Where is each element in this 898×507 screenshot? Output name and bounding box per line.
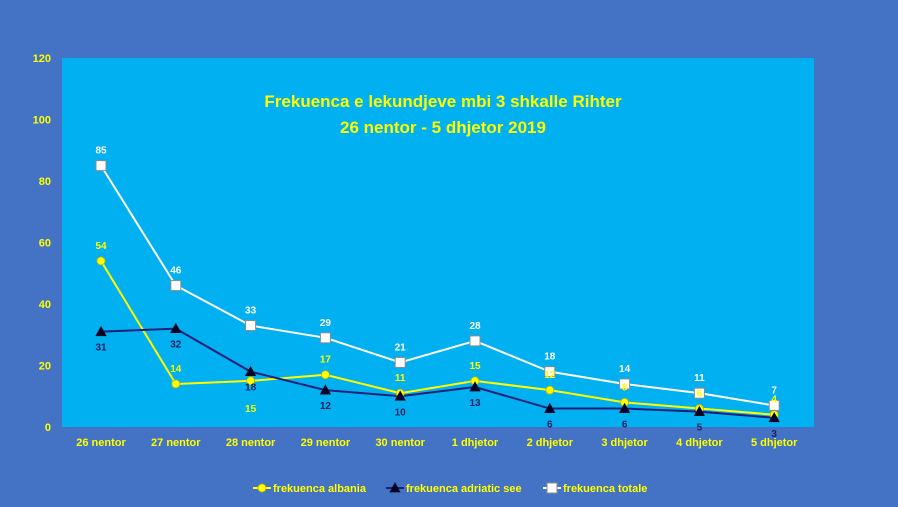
x-tick-label: 26 nentor bbox=[76, 437, 126, 449]
legend: frekuenca albania frekuenca adriatic see f… bbox=[253, 482, 647, 495]
data-point bbox=[319, 332, 331, 344]
data-label: 13 bbox=[469, 398, 481, 409]
x-tick-label: 1 dhjetor bbox=[452, 437, 499, 449]
data-label: 54 bbox=[95, 241, 107, 252]
data-label: 6 bbox=[697, 389, 703, 400]
data-label: 4 bbox=[771, 395, 777, 406]
chart-title-line2: 26 nentor - 5 dhjetor 2019 bbox=[340, 118, 546, 137]
y-tick-label: 60 bbox=[39, 238, 51, 250]
data-point bbox=[320, 370, 330, 380]
legend-marker bbox=[257, 483, 267, 493]
data-label: 12 bbox=[544, 370, 556, 381]
y-tick-label: 100 bbox=[33, 115, 51, 127]
data-label: 7 bbox=[771, 385, 777, 396]
legend-label: frekuenca adriatic see bbox=[406, 483, 522, 495]
data-point bbox=[95, 325, 107, 337]
series-markers bbox=[95, 160, 780, 423]
data-label: 17 bbox=[320, 355, 332, 366]
x-tick-label: 2 dhjetor bbox=[527, 437, 574, 449]
data-label: 6 bbox=[547, 420, 553, 431]
data-point bbox=[394, 356, 406, 368]
x-axis: 26 nentor 27 nentor 28 nentor 29 nentor 30 n… bbox=[76, 437, 798, 449]
x-tick-label: 29 nentor bbox=[301, 437, 351, 449]
x-tick-label: 4 dhjetor bbox=[676, 437, 723, 449]
legend-label: frekuenca albania bbox=[273, 483, 367, 495]
data-label: 15 bbox=[245, 404, 257, 415]
data-point bbox=[693, 405, 706, 417]
x-tick-label: 5 dhjetor bbox=[751, 437, 798, 449]
data-labels: 54 14 15 17 11 15 12 8 6 4 31 32 18 12 10 13 6 6 5 3 85 46 33 2… bbox=[95, 146, 777, 440]
data-point bbox=[544, 402, 556, 413]
data-point bbox=[95, 160, 107, 172]
x-tick-label: 3 dhjetor bbox=[601, 437, 648, 449]
y-tick-label: 80 bbox=[39, 176, 51, 188]
chart-title-line1: Frekuenca e lekundjeve mbi 3 shkalle Rih… bbox=[264, 92, 622, 111]
data-label: 32 bbox=[170, 340, 182, 351]
data-point bbox=[619, 378, 631, 390]
x-tick-label: 28 nentor bbox=[226, 437, 276, 449]
y-tick-label: 120 bbox=[33, 53, 51, 65]
data-point bbox=[469, 335, 481, 347]
data-point bbox=[545, 385, 555, 395]
data-label: 8 bbox=[622, 382, 628, 393]
data-point bbox=[245, 320, 257, 332]
series-line bbox=[100, 165, 775, 407]
y-tick-label: 20 bbox=[39, 361, 51, 373]
data-point bbox=[96, 256, 106, 266]
data-label: 14 bbox=[170, 364, 182, 375]
data-label: 28 bbox=[469, 321, 481, 332]
data-label: 10 bbox=[395, 407, 407, 418]
data-label: 85 bbox=[95, 146, 107, 157]
data-point bbox=[544, 366, 556, 378]
series-line bbox=[100, 260, 775, 416]
data-label: 14 bbox=[619, 364, 631, 375]
data-point bbox=[319, 384, 332, 395]
data-point bbox=[693, 387, 705, 399]
data-point bbox=[768, 411, 780, 423]
legend-label: frekuenca totale bbox=[563, 483, 647, 495]
legend-marker bbox=[389, 482, 401, 493]
plot-area bbox=[62, 58, 814, 427]
data-label: 33 bbox=[245, 306, 257, 317]
x-tick-label: 27 nentor bbox=[151, 437, 201, 449]
data-point bbox=[469, 381, 481, 392]
data-label: 18 bbox=[544, 352, 556, 363]
data-point bbox=[768, 399, 780, 411]
data-label: 3 bbox=[771, 429, 777, 440]
data-label: 46 bbox=[170, 266, 182, 277]
data-point bbox=[170, 280, 182, 292]
data-label: 11 bbox=[694, 373, 705, 384]
legend-marker bbox=[546, 482, 558, 494]
data-label: 11 bbox=[395, 373, 406, 384]
series-lines bbox=[100, 165, 775, 419]
data-label: 6 bbox=[622, 420, 628, 431]
data-point bbox=[394, 390, 406, 401]
data-point bbox=[246, 376, 256, 386]
data-label: 29 bbox=[320, 318, 332, 329]
data-point bbox=[618, 402, 631, 413]
data-point bbox=[170, 322, 182, 334]
data-point bbox=[171, 379, 181, 389]
y-tick-label: 0 bbox=[45, 422, 51, 434]
data-label: 31 bbox=[95, 343, 107, 354]
data-label: 18 bbox=[245, 383, 257, 394]
series-line bbox=[100, 327, 775, 419]
data-label: 5 bbox=[697, 423, 703, 434]
y-tick-label: 40 bbox=[39, 299, 51, 311]
data-label: 15 bbox=[469, 361, 481, 372]
x-tick-label: 30 nentor bbox=[375, 437, 425, 449]
data-label: 21 bbox=[395, 342, 407, 353]
data-point bbox=[244, 365, 257, 377]
data-label: 12 bbox=[320, 401, 332, 412]
y-axis: 0 20 40 60 80 100 120 bbox=[33, 53, 51, 434]
